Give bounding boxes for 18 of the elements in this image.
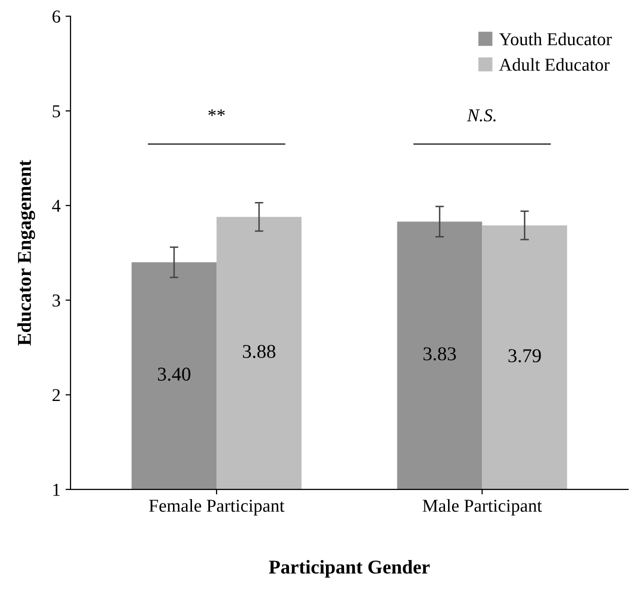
legend-label: Youth Educator bbox=[499, 32, 612, 46]
x-tick-label: Female Participant bbox=[149, 499, 284, 516]
y-tick-label: 1 bbox=[53, 484, 60, 496]
annotation: N.S. bbox=[466, 109, 496, 122]
annotation: ** bbox=[208, 109, 225, 116]
data-label: 3.79 bbox=[508, 349, 541, 362]
data-label: 3.40 bbox=[158, 368, 190, 381]
x-tick-label: Male Participant bbox=[422, 499, 542, 516]
y-tick-label: 6 bbox=[52, 10, 60, 23]
y-tick-label: 5 bbox=[52, 105, 60, 118]
y-tick-label: 3 bbox=[52, 294, 60, 307]
y-tick-label: 4 bbox=[52, 200, 61, 212]
data-label: 3.88 bbox=[242, 344, 276, 358]
y-axis-title: Educator Engagement bbox=[17, 160, 36, 346]
x-axis-title: Participant Gender bbox=[268, 560, 430, 578]
y-tick-label: 2 bbox=[52, 389, 60, 402]
legend-label: Adult Educator bbox=[499, 58, 610, 71]
data-label: 3.83 bbox=[424, 347, 456, 360]
